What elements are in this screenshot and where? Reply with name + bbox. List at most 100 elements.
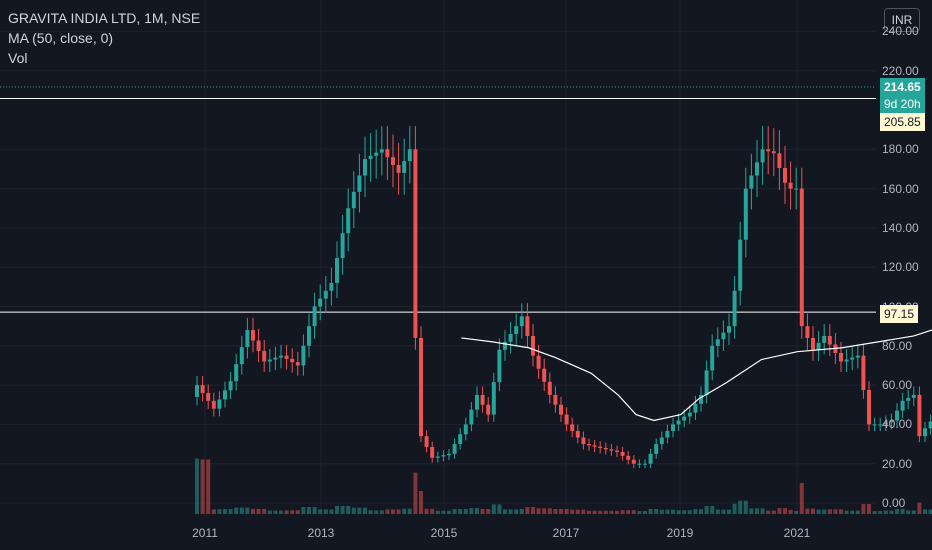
x-tick-label: 2013 — [307, 526, 335, 540]
candle-body — [547, 381, 552, 395]
volume-bar — [564, 509, 569, 514]
candle-body — [889, 420, 894, 423]
candle-body — [469, 409, 474, 425]
volume-bar — [514, 509, 519, 514]
candle-body — [749, 175, 754, 189]
candle-body — [542, 368, 547, 382]
volume-bar — [491, 504, 496, 514]
bar-countdown-tag: 9d 20h — [880, 95, 925, 113]
y-tick-label: 140.00 — [882, 220, 919, 235]
candle-body — [883, 422, 888, 425]
candle-body — [900, 400, 905, 411]
volume-indicator-label[interactable]: Vol — [8, 50, 28, 66]
candle-body — [637, 463, 642, 465]
volume-bar — [307, 507, 311, 514]
level-lower-tag: 97.15 — [880, 305, 919, 323]
volume-bar — [699, 509, 703, 514]
chart-legend: GRAVITA INDIA LTD, 1M, NSE MA (50, close… — [8, 8, 200, 68]
volume-bar — [519, 509, 524, 514]
volume-bar — [301, 507, 306, 514]
candle-body — [262, 351, 267, 362]
level-upper-tag: 205.85 — [880, 113, 925, 131]
candle-body — [323, 290, 328, 299]
candle-body — [379, 149, 384, 153]
candle-body — [245, 330, 250, 348]
candle-body — [357, 175, 362, 192]
candle-body — [570, 424, 575, 431]
volume-bar — [447, 510, 451, 514]
volume-bar — [497, 504, 502, 514]
candle-body — [850, 357, 855, 360]
candle-body — [239, 347, 244, 365]
volume-bar — [654, 509, 659, 514]
candle-body — [525, 316, 530, 336]
volume-bar — [788, 509, 793, 514]
candle-body — [368, 155, 373, 160]
candle-body — [631, 459, 636, 464]
volume-bar — [251, 508, 255, 514]
candle-body — [917, 394, 922, 437]
volume-bar — [413, 472, 418, 514]
volume-bar — [637, 511, 642, 514]
candle-body — [906, 397, 911, 401]
volume-bar — [687, 510, 692, 514]
volume-bar — [603, 510, 608, 514]
candle-body — [206, 392, 211, 401]
volume-bar — [844, 510, 849, 514]
volume-bar — [592, 510, 597, 514]
volume-bar — [732, 503, 737, 514]
candle-body — [598, 446, 603, 448]
volume-bar — [822, 509, 827, 514]
symbol-title[interactable]: GRAVITA INDIA LTD, 1M, NSE — [8, 10, 201, 26]
volume-bar — [671, 509, 675, 514]
candle-body — [738, 239, 743, 291]
candle-body — [519, 316, 524, 327]
candle-body — [318, 298, 323, 307]
volume-bar — [553, 509, 558, 514]
volume-bar — [704, 506, 709, 514]
y-tick-label: 180.00 — [882, 142, 919, 157]
volume-bar — [312, 507, 317, 514]
candle-body — [374, 152, 379, 156]
candle-body — [715, 339, 720, 346]
candle-body — [811, 337, 815, 350]
y-tick-label: 240.00 — [882, 24, 919, 39]
candle-body — [710, 345, 715, 371]
candle-body — [200, 385, 205, 393]
candle-body — [391, 157, 395, 166]
currency-label[interactable]: INR — [884, 8, 920, 32]
candle-body — [878, 424, 883, 426]
volume-bar — [290, 510, 295, 514]
volume-bar — [486, 509, 491, 514]
candle-body — [575, 430, 580, 438]
candle-body — [385, 149, 390, 158]
candle-body — [648, 453, 653, 464]
volume-bar — [895, 509, 899, 514]
candle-body — [777, 153, 782, 168]
candle-body — [615, 450, 619, 452]
y-tick-label: 80.00 — [882, 338, 913, 353]
volume-bar — [867, 504, 871, 514]
volume-bar — [811, 508, 815, 514]
candle-body — [788, 182, 793, 189]
candle-body — [435, 456, 440, 458]
volume-bar — [872, 511, 877, 514]
volume-bar — [676, 510, 681, 514]
candle-body — [463, 424, 468, 435]
volume-bar — [659, 509, 664, 514]
volume-bar — [441, 510, 446, 514]
ma-indicator-label[interactable]: MA (50, close, 0) — [8, 30, 114, 46]
candle-body — [458, 434, 463, 445]
volume-bar — [256, 508, 261, 514]
candle-body — [475, 394, 479, 410]
y-tick-label: 40.00 — [882, 417, 913, 432]
candle-body — [783, 167, 787, 183]
volume-bar — [480, 509, 485, 514]
candle-body — [480, 394, 485, 405]
candle-body — [407, 149, 412, 162]
candle-body — [279, 355, 283, 358]
candle-body — [290, 358, 295, 363]
candle-body — [284, 355, 289, 359]
volume-bar — [340, 505, 345, 514]
